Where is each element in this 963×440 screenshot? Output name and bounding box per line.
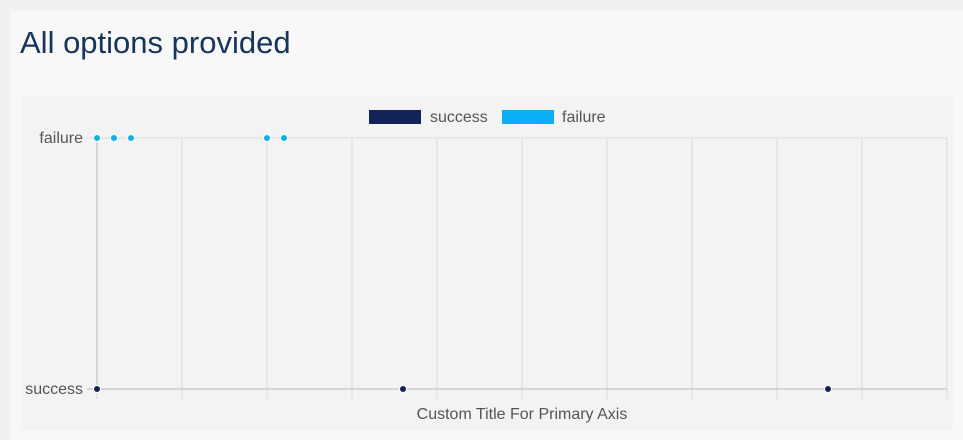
data-point-failure[interactable] <box>110 134 118 142</box>
chart-panel: success failure success failure Custom Tit… <box>21 96 953 430</box>
chart-card: All options provided success failure succ… <box>11 11 963 440</box>
data-point-failure[interactable] <box>280 134 288 142</box>
data-point-failure[interactable] <box>93 134 101 142</box>
legend-label[interactable]: success <box>430 109 488 126</box>
chart-axes <box>87 138 947 390</box>
data-point-failure[interactable] <box>263 134 271 142</box>
page-title: All options provided <box>20 25 291 60</box>
data-point-success[interactable] <box>399 385 407 393</box>
legend-label[interactable]: failure <box>562 109 606 126</box>
legend-swatch[interactable] <box>502 110 554 124</box>
data-point-success[interactable] <box>93 385 101 393</box>
y-tick-label: failure <box>39 130 83 147</box>
legend-swatch[interactable] <box>369 110 421 124</box>
y-axis-labels: success failure <box>25 130 83 398</box>
data-point-failure[interactable] <box>127 134 135 142</box>
chart-points <box>93 134 832 393</box>
x-axis-title: Custom Title For Primary Axis <box>417 406 628 423</box>
chart-grid <box>87 137 948 399</box>
y-tick-label: success <box>25 381 83 398</box>
chart-legend: success failure <box>369 109 606 126</box>
scatter-chart: success failure success failure Custom Tit… <box>25 109 948 423</box>
data-point-success[interactable] <box>824 385 832 393</box>
